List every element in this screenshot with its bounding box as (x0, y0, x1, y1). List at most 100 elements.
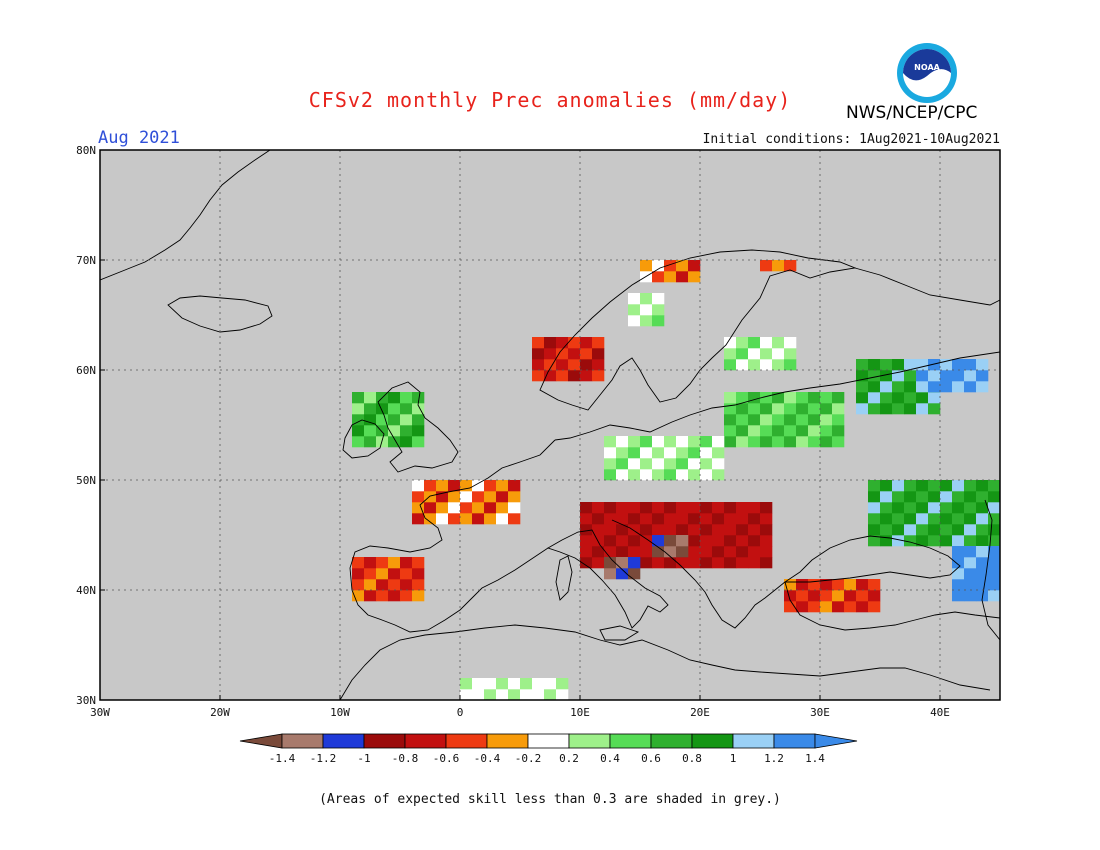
anomaly-cell (736, 557, 749, 569)
anomaly-cell (784, 337, 797, 349)
anomaly-cell (748, 502, 761, 514)
anomaly-cell (628, 304, 641, 316)
anomaly-cell (628, 524, 641, 536)
anomaly-cell (508, 491, 521, 503)
anomaly-cell (460, 491, 473, 503)
anomaly-cell (892, 502, 905, 514)
organization-label: NWS/NCEP/CPC (846, 103, 978, 123)
anomaly-cell (952, 579, 965, 591)
anomaly-cell (724, 513, 737, 525)
anomaly-cell (508, 480, 521, 492)
baltic-coast (554, 351, 1000, 441)
anomaly-cell (760, 546, 773, 558)
anomaly-cell (664, 271, 677, 283)
anomaly-cell (868, 403, 881, 415)
anomaly-cell (928, 392, 941, 404)
anomaly-cell (904, 381, 917, 393)
ireland-coast (342, 419, 385, 459)
anomaly-cell (388, 403, 401, 415)
anomaly-cell (544, 678, 557, 690)
anomaly-cell (964, 557, 977, 569)
anomaly-cell (604, 557, 617, 569)
anomaly-cell (964, 381, 977, 393)
anomaly-cell (592, 337, 605, 349)
anomaly-cell (916, 392, 929, 404)
anomaly-cell (748, 392, 761, 404)
axis-ticks: 30W 20W 10W 0 10E 20E 30E 40E 80N 70N 60N 50N 40N 30N (76, 144, 950, 719)
anomaly-cell (988, 480, 1000, 492)
anomaly-cell (448, 502, 461, 514)
anomaly-cell (664, 469, 677, 481)
anomaly-cell (640, 502, 653, 514)
anomaly-cell (592, 359, 605, 371)
anomaly-cell (544, 348, 557, 360)
anomaly-cell (940, 359, 953, 371)
anomaly-cell (868, 590, 881, 602)
anomaly-cell (772, 425, 785, 437)
anomaly-cell (424, 491, 437, 503)
anomaly-cell (604, 568, 617, 580)
anomaly-cell (544, 689, 557, 700)
colorbar: -1.4 -1.2 -1 -0.8 -0.6 -0.4 -0.2 0.2 0.4 0.6 0.8 1 1… (239, 733, 858, 765)
anomaly-cell (724, 436, 737, 448)
anomaly-cell (676, 557, 689, 569)
anomaly-cell (664, 436, 677, 448)
anomaly-cell (760, 425, 773, 437)
anomaly-cell (640, 557, 653, 569)
anomaly-cell (976, 535, 989, 547)
anomaly-cell (676, 271, 689, 283)
anomaly-cell (724, 337, 737, 349)
anomaly-cell (808, 601, 821, 613)
colorbar-swatch (609, 733, 652, 749)
anomaly-cell (604, 447, 617, 459)
anomaly-cell (916, 535, 929, 547)
colorbar-label: 0.6 (641, 752, 661, 765)
colorbar-label: 0.4 (600, 752, 620, 765)
anomaly-cell (772, 348, 785, 360)
anomaly-cell (928, 535, 941, 547)
colorbar-label: 0.8 (682, 752, 702, 765)
anomaly-cell (760, 260, 773, 272)
anomaly-cell (400, 579, 413, 591)
anomaly-cell (628, 557, 641, 569)
anomaly-cell (964, 568, 977, 580)
anomaly-cell (964, 491, 977, 503)
anomaly-cell (496, 502, 509, 514)
anomaly-cell (736, 546, 749, 558)
anomaly-cell (364, 590, 377, 602)
anomaly-cell (880, 480, 893, 492)
anomaly-cell (760, 502, 773, 514)
map-frame (99, 149, 1001, 701)
anomaly-cell (880, 535, 893, 547)
anomaly-cell (364, 568, 377, 580)
anomaly-cell (568, 359, 581, 371)
anomaly-cell (364, 557, 377, 569)
anomaly-cell (736, 524, 749, 536)
anomaly-cell (748, 348, 761, 360)
anomaly-cell (508, 502, 521, 514)
anomaly-cell (652, 458, 665, 470)
anomaly-cell (988, 579, 1000, 591)
anomaly-cell (904, 535, 917, 547)
anomaly-cell (412, 392, 425, 404)
anomaly-cell (760, 513, 773, 525)
anomaly-cell (412, 568, 425, 580)
anomaly-cells (352, 260, 1000, 700)
anomaly-cell (976, 491, 989, 503)
anomaly-cell (724, 392, 737, 404)
anomaly-cell (628, 469, 641, 481)
anomaly-cell (892, 491, 905, 503)
anomaly-cell (928, 502, 941, 514)
anomaly-cell (916, 502, 929, 514)
anomaly-cell (892, 524, 905, 536)
anomaly-cell (964, 579, 977, 591)
anomaly-cell (412, 557, 425, 569)
anomaly-cell (388, 590, 401, 602)
colorbar-label: -0.6 (433, 752, 460, 765)
anomaly-cell (484, 678, 497, 690)
anomaly-cell (688, 513, 701, 525)
anomaly-cell (940, 491, 953, 503)
anomaly-cell (400, 425, 413, 437)
colorbar-label: -1.4 (269, 752, 296, 765)
greenland-coast (100, 150, 271, 281)
